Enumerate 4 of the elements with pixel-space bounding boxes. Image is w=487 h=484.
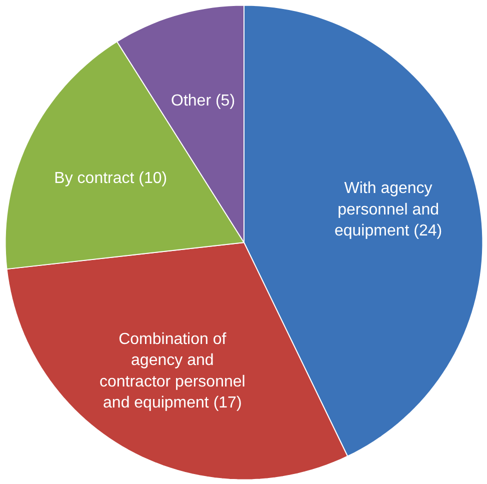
slice-label: Other (5) xyxy=(171,92,236,110)
slice-label: With agency personnel and equipment (24) xyxy=(334,180,442,240)
slice-label: By contract (10) xyxy=(54,170,168,188)
slice-label: Combination of agency and contractor personnel and equipment (17) xyxy=(99,330,246,412)
